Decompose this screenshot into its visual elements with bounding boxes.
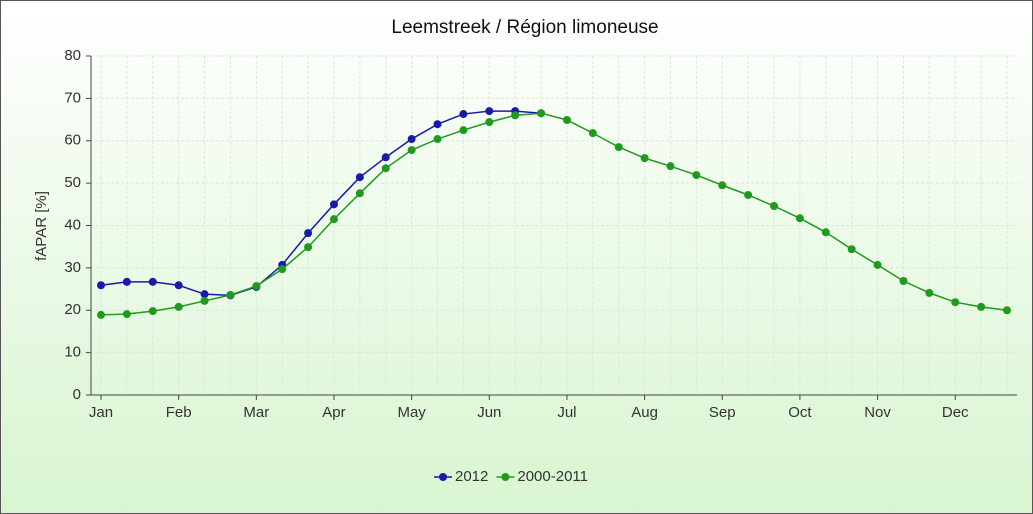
data-point [355, 173, 364, 182]
x-tick-label: Mar [243, 404, 269, 421]
x-tick-label: Aug [631, 404, 658, 421]
data-point [821, 228, 830, 237]
data-point [381, 164, 390, 173]
legend-label: 2012 [455, 468, 488, 485]
data-point [951, 298, 960, 307]
data-point [252, 282, 261, 291]
data-point [174, 302, 183, 311]
data-point [97, 310, 105, 319]
data-point [329, 200, 338, 209]
data-point [278, 265, 287, 274]
data-point [97, 281, 105, 290]
data-point [200, 296, 209, 305]
x-tick-label: Feb [166, 404, 192, 421]
data-point [122, 310, 131, 319]
data-point [666, 162, 675, 171]
y-tick-label: 80 [64, 47, 81, 64]
data-point [640, 154, 649, 163]
y-tick-label: 40 [64, 216, 81, 233]
data-point [407, 135, 416, 144]
y-tick-label: 0 [73, 386, 81, 403]
y-tick-label: 30 [64, 259, 81, 276]
data-point [381, 153, 390, 162]
data-point [433, 135, 442, 144]
data-point [718, 181, 727, 190]
data-point [329, 215, 338, 224]
y-tick-label: 70 [64, 89, 81, 106]
data-point [122, 277, 131, 286]
data-point [433, 120, 442, 129]
data-point [304, 229, 313, 238]
data-point [795, 214, 804, 223]
x-tick-label: Jun [477, 404, 501, 421]
data-point [200, 290, 209, 299]
data-point [304, 243, 313, 252]
data-point [174, 281, 183, 290]
data-point [459, 126, 468, 135]
data-point [537, 109, 546, 118]
data-point [925, 288, 934, 297]
x-tick-label: Jan [89, 404, 113, 421]
y-axis-label: fAPAR [%] [33, 191, 50, 261]
data-point [407, 146, 416, 155]
x-tick-label: Sep [709, 404, 736, 421]
y-tick-label: 10 [64, 344, 81, 361]
series-line [100, 112, 1008, 316]
data-point [226, 290, 235, 299]
data-point [588, 129, 597, 138]
data-point [977, 302, 986, 311]
y-tick-label: 60 [64, 132, 81, 149]
y-tick-label: 20 [64, 301, 81, 318]
y-tick-label: 50 [64, 174, 81, 191]
data-point [614, 143, 623, 152]
data-point [692, 171, 701, 180]
data-point [511, 111, 520, 120]
x-tick-label: Jul [557, 404, 576, 421]
data-point [562, 115, 571, 124]
data-point [148, 307, 157, 316]
data-point [355, 189, 364, 198]
legend-marker [439, 473, 447, 481]
x-tick-label: Dec [942, 404, 969, 421]
x-tick-label: Oct [788, 404, 812, 421]
data-point [847, 245, 856, 254]
data-point [459, 110, 468, 119]
legend-label: 2000-2011 [517, 468, 588, 485]
data-point [899, 277, 908, 286]
data-point [485, 107, 494, 116]
data-point [148, 277, 157, 286]
x-tick-label: May [397, 404, 426, 421]
data-point [873, 260, 882, 269]
data-point [770, 202, 779, 211]
x-tick-label: Nov [864, 404, 891, 421]
series-line [100, 110, 542, 297]
legend-marker [501, 473, 510, 481]
chart-title: Leemstreek / Région limoneuse [391, 17, 658, 38]
data-point [744, 190, 753, 199]
data-point [485, 118, 494, 127]
data-point [1003, 306, 1011, 315]
x-tick-label: Apr [322, 404, 345, 421]
